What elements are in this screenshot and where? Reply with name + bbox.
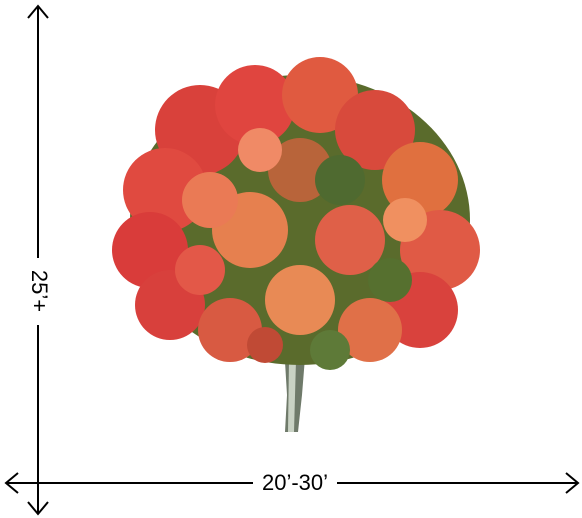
width-label: 20’-30’ [262, 470, 328, 495]
arrow-head [27, 4, 49, 19]
width-dimension [4, 472, 580, 494]
arrow-head [4, 472, 19, 494]
tree [112, 57, 480, 432]
arrow-head [27, 501, 49, 516]
canopy [112, 57, 480, 370]
height-label: 25’+ [27, 270, 52, 312]
trunk-highlight [288, 360, 296, 432]
height-dimension [27, 4, 49, 516]
arrow-head [565, 472, 580, 494]
